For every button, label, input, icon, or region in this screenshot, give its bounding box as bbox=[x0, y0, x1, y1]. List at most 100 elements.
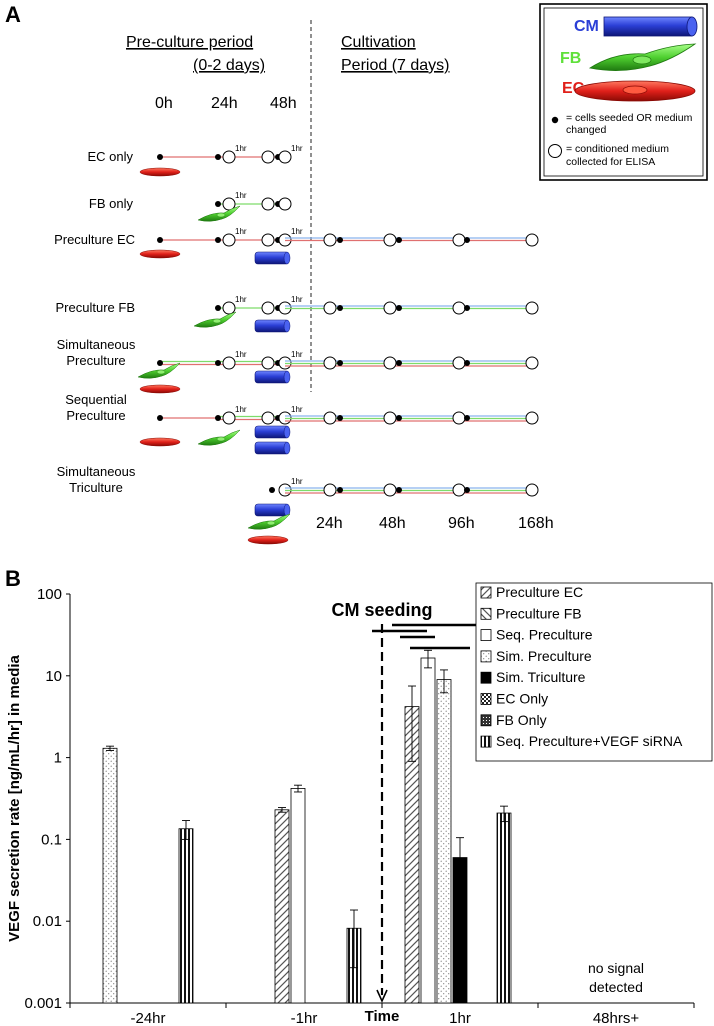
legend-item: Seq. Preculture+VEGF siRNA bbox=[480, 733, 683, 749]
error-bar bbox=[500, 805, 508, 823]
elisa-collection-circle bbox=[278, 150, 292, 164]
elisa-collection-circle bbox=[383, 483, 397, 497]
medium-change-dot bbox=[337, 487, 343, 493]
one-hour-label: 1hr bbox=[291, 350, 303, 359]
elisa-collection-circle bbox=[222, 411, 236, 425]
error-bar bbox=[424, 649, 432, 669]
row-label-line2: Preculture bbox=[66, 353, 125, 368]
y-tick-label: 0.1 bbox=[41, 831, 62, 848]
panel-b-label: B bbox=[5, 566, 21, 591]
legend-item: Sim. Preculture bbox=[480, 648, 592, 664]
one-hour-label: 1hr bbox=[291, 227, 303, 236]
legend-circle-text1: = conditioned medium bbox=[566, 143, 669, 155]
bar bbox=[496, 812, 512, 1004]
panel-a-label: A bbox=[5, 2, 21, 27]
fb-cell-icon bbox=[197, 429, 241, 446]
y-tick-label: 0.01 bbox=[33, 913, 62, 930]
legend-swatch bbox=[480, 586, 492, 599]
medium-change-dot bbox=[396, 305, 402, 311]
legend-label: EC Only bbox=[496, 691, 548, 707]
one-hour-label: 1hr bbox=[235, 144, 247, 153]
fb-cell-icon bbox=[197, 205, 241, 222]
x-tick-label: -1hr bbox=[291, 1010, 318, 1026]
y-tick-label: 0.001 bbox=[24, 995, 62, 1012]
elisa-collection-circle bbox=[261, 233, 275, 247]
medium-change-dot bbox=[215, 154, 221, 160]
elisa-collection-circle bbox=[383, 233, 397, 247]
legend-item: EC Only bbox=[480, 691, 548, 707]
time-48h: 48h bbox=[270, 95, 297, 112]
cm-cell-icon bbox=[254, 425, 291, 439]
legend-ec-icon bbox=[574, 80, 696, 102]
row-label-line2: Preculture bbox=[66, 408, 125, 423]
legend-item: Preculture FB bbox=[480, 605, 582, 621]
row-label-line1: Simultaneous bbox=[57, 464, 136, 479]
bar bbox=[290, 788, 306, 1004]
elisa-collection-circle bbox=[525, 483, 539, 497]
time-96h-cult: 96h bbox=[448, 515, 475, 532]
legend-swatch bbox=[480, 693, 492, 705]
elisa-collection-circle bbox=[525, 356, 539, 370]
elisa-collection-circle bbox=[323, 233, 337, 247]
x-tick-label: 1hr bbox=[449, 1010, 471, 1026]
medium-change-dot bbox=[396, 237, 402, 243]
medium-change-dot bbox=[337, 360, 343, 366]
cm-cell-icon bbox=[254, 370, 291, 384]
fb-cell-icon bbox=[193, 311, 237, 328]
medium-change-dot bbox=[215, 237, 221, 243]
legend-dot-icon bbox=[551, 116, 559, 124]
fb-cell-icon bbox=[247, 513, 291, 530]
elisa-collection-circle bbox=[222, 356, 236, 370]
no-signal-line1: no signal bbox=[588, 960, 644, 976]
medium-change-dot bbox=[464, 305, 470, 311]
elisa-collection-circle bbox=[278, 197, 292, 211]
legend-fb-icon bbox=[588, 43, 697, 71]
error-bar bbox=[350, 909, 358, 969]
legend-cm-label: CM bbox=[574, 18, 599, 35]
elisa-collection-circle bbox=[222, 301, 236, 315]
legend-circle-icon bbox=[548, 144, 562, 158]
medium-change-dot bbox=[464, 360, 470, 366]
legend-item: FB Only bbox=[480, 712, 547, 728]
one-hour-label: 1hr bbox=[291, 295, 303, 304]
legend-label: FB Only bbox=[496, 712, 547, 728]
cm-seeding-label: CM seeding bbox=[331, 600, 432, 620]
row-preculture-ec: Preculture EC 1hr 1hr bbox=[54, 227, 539, 265]
cultivation-title: Cultivation bbox=[341, 34, 416, 51]
error-bar bbox=[456, 837, 464, 908]
legend-swatch bbox=[480, 735, 492, 748]
legend-item: Seq. Preculture bbox=[480, 627, 593, 643]
medium-change-dot bbox=[215, 201, 221, 207]
ec-cell-icon bbox=[247, 535, 289, 545]
x-tick-label: -24hr bbox=[130, 1010, 165, 1026]
medium-change-dot bbox=[269, 487, 275, 493]
row-label-line1: Sequential bbox=[65, 392, 127, 407]
bar bbox=[420, 657, 436, 1004]
time-24h-cult: 24h bbox=[316, 515, 343, 532]
legend-label: Seq. Preculture+VEGF siRNA bbox=[496, 733, 683, 749]
legend-item: Preculture EC bbox=[480, 584, 583, 600]
medium-change-dot bbox=[215, 415, 221, 421]
one-hour-label: 1hr bbox=[235, 227, 247, 236]
medium-change-dot bbox=[396, 415, 402, 421]
legend-circle-text2: collected for ELISA bbox=[566, 156, 655, 168]
elisa-collection-circle bbox=[323, 356, 337, 370]
one-hour-label: 1hr bbox=[235, 405, 247, 414]
elisa-collection-circle bbox=[261, 150, 275, 164]
row-label: Preculture FB bbox=[56, 300, 135, 315]
x-tick-label: 48hrs+ bbox=[593, 1010, 640, 1026]
ec-cell-icon bbox=[139, 384, 181, 394]
medium-change-dot bbox=[215, 360, 221, 366]
legend-swatch bbox=[480, 629, 492, 641]
legend-cm-icon bbox=[603, 16, 698, 37]
medium-change-dot bbox=[157, 360, 163, 366]
elisa-collection-circle bbox=[383, 356, 397, 370]
error-bar bbox=[106, 745, 114, 751]
ec-cell-icon bbox=[139, 167, 181, 177]
legend-dot-text1: = cells seeded OR medium bbox=[566, 112, 693, 124]
elisa-collection-circle bbox=[452, 411, 466, 425]
elisa-collection-circle bbox=[383, 411, 397, 425]
